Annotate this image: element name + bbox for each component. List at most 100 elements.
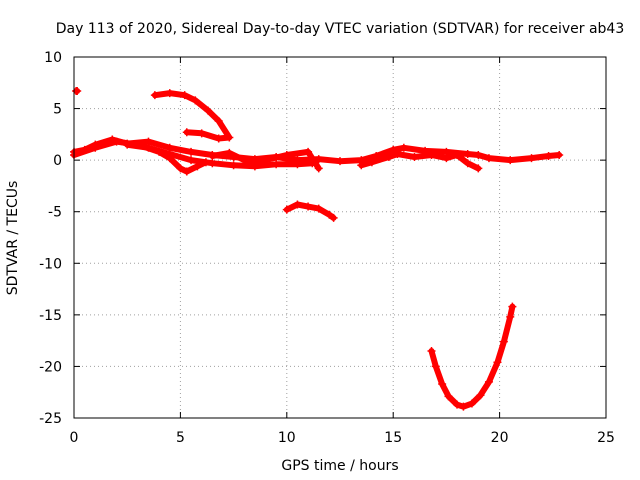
data-point [197, 129, 206, 138]
x-tick-label: 0 [70, 430, 79, 446]
data-point [150, 91, 159, 100]
data-point [459, 402, 468, 411]
data-point [438, 379, 447, 388]
data-point [493, 358, 502, 367]
y-tick-label: -10 [39, 256, 62, 272]
data-point [214, 116, 223, 125]
x-tick-label: 10 [278, 430, 296, 446]
x-tick-label: 5 [176, 430, 185, 446]
x-tick-label: 20 [491, 430, 509, 446]
data-point [244, 158, 253, 167]
data-point [225, 133, 234, 142]
y-tick-label: -15 [39, 308, 62, 324]
data-point [463, 159, 472, 168]
data-point [467, 399, 476, 408]
grid [74, 57, 606, 418]
data-point [123, 140, 132, 149]
data-point [208, 159, 217, 168]
y-tick-label: -5 [48, 205, 62, 221]
data-point [282, 150, 291, 159]
data-point [508, 302, 517, 311]
data-point [484, 377, 493, 386]
data-point [272, 160, 281, 169]
data-point [165, 149, 174, 158]
chart-title: Day 113 of 2020, Sidereal Day-to-day VTE… [56, 21, 625, 37]
axis-ticks [73, 56, 607, 419]
y-tick-label: -20 [39, 359, 62, 375]
data-point [261, 156, 270, 165]
data-point [91, 143, 100, 152]
series-track-5 [72, 87, 82, 96]
data-point [225, 148, 234, 157]
data-point [506, 312, 515, 321]
y-tick-label: 5 [53, 102, 62, 118]
data-point [182, 128, 191, 137]
data-point [73, 87, 82, 96]
data-point [474, 150, 483, 159]
data-point [214, 134, 223, 143]
data-point [555, 150, 564, 159]
data-point [427, 346, 436, 355]
data-point [444, 392, 453, 401]
data-series [70, 87, 564, 411]
data-point [544, 152, 553, 161]
series-track-6 [208, 147, 323, 173]
data-point [229, 161, 238, 170]
data-point [304, 147, 313, 156]
data-point [293, 160, 302, 169]
x-tick-label: 25 [597, 430, 615, 446]
data-point [453, 150, 462, 159]
x-axis-label: GPS time / hours [281, 458, 398, 474]
data-point [527, 154, 536, 163]
data-point [165, 89, 174, 98]
data-point [442, 154, 451, 163]
data-point [176, 164, 185, 173]
data-point [506, 156, 515, 165]
data-point [304, 202, 313, 211]
data-point [180, 91, 189, 100]
series-track-7 [282, 200, 338, 222]
plot-frame [73, 56, 607, 419]
x-tick-label: 15 [384, 430, 402, 446]
data-point [187, 156, 196, 165]
series-line [428, 303, 516, 410]
data-point [325, 210, 334, 219]
data-point [453, 400, 462, 409]
data-point [187, 147, 196, 156]
data-point [144, 143, 153, 152]
data-point [336, 157, 344, 166]
data-point [499, 337, 508, 346]
y-axis-label: SDTVAR / TECUs [5, 181, 21, 296]
data-point [476, 391, 485, 400]
data-point [484, 154, 493, 163]
data-point [399, 143, 408, 152]
data-point [427, 150, 436, 159]
data-point [329, 213, 338, 222]
data-point [393, 149, 402, 158]
series-track-8 [357, 149, 483, 173]
series-track-9 [427, 302, 517, 411]
y-tick-labels: -25 -20 -15 -10 -5 0 5 10 [39, 50, 62, 427]
y-tick-label: -25 [39, 411, 62, 427]
y-tick-label: 0 [53, 153, 62, 169]
data-point [282, 205, 291, 214]
data-point [293, 200, 302, 209]
series-line [358, 151, 482, 172]
data-point [204, 106, 213, 115]
data-point [314, 164, 323, 173]
data-point [314, 204, 323, 213]
data-point [384, 153, 393, 162]
data-point [463, 149, 472, 158]
series-line [151, 90, 233, 142]
series-line [124, 141, 316, 170]
data-point [208, 152, 217, 161]
data-point [191, 96, 200, 105]
y-tick-label: 10 [44, 50, 62, 66]
data-point [367, 158, 376, 167]
data-point [474, 164, 483, 173]
x-tick-labels: 0 5 10 15 20 25 [70, 430, 615, 446]
data-point [357, 161, 366, 170]
data-point [112, 137, 121, 146]
data-point [431, 362, 440, 371]
